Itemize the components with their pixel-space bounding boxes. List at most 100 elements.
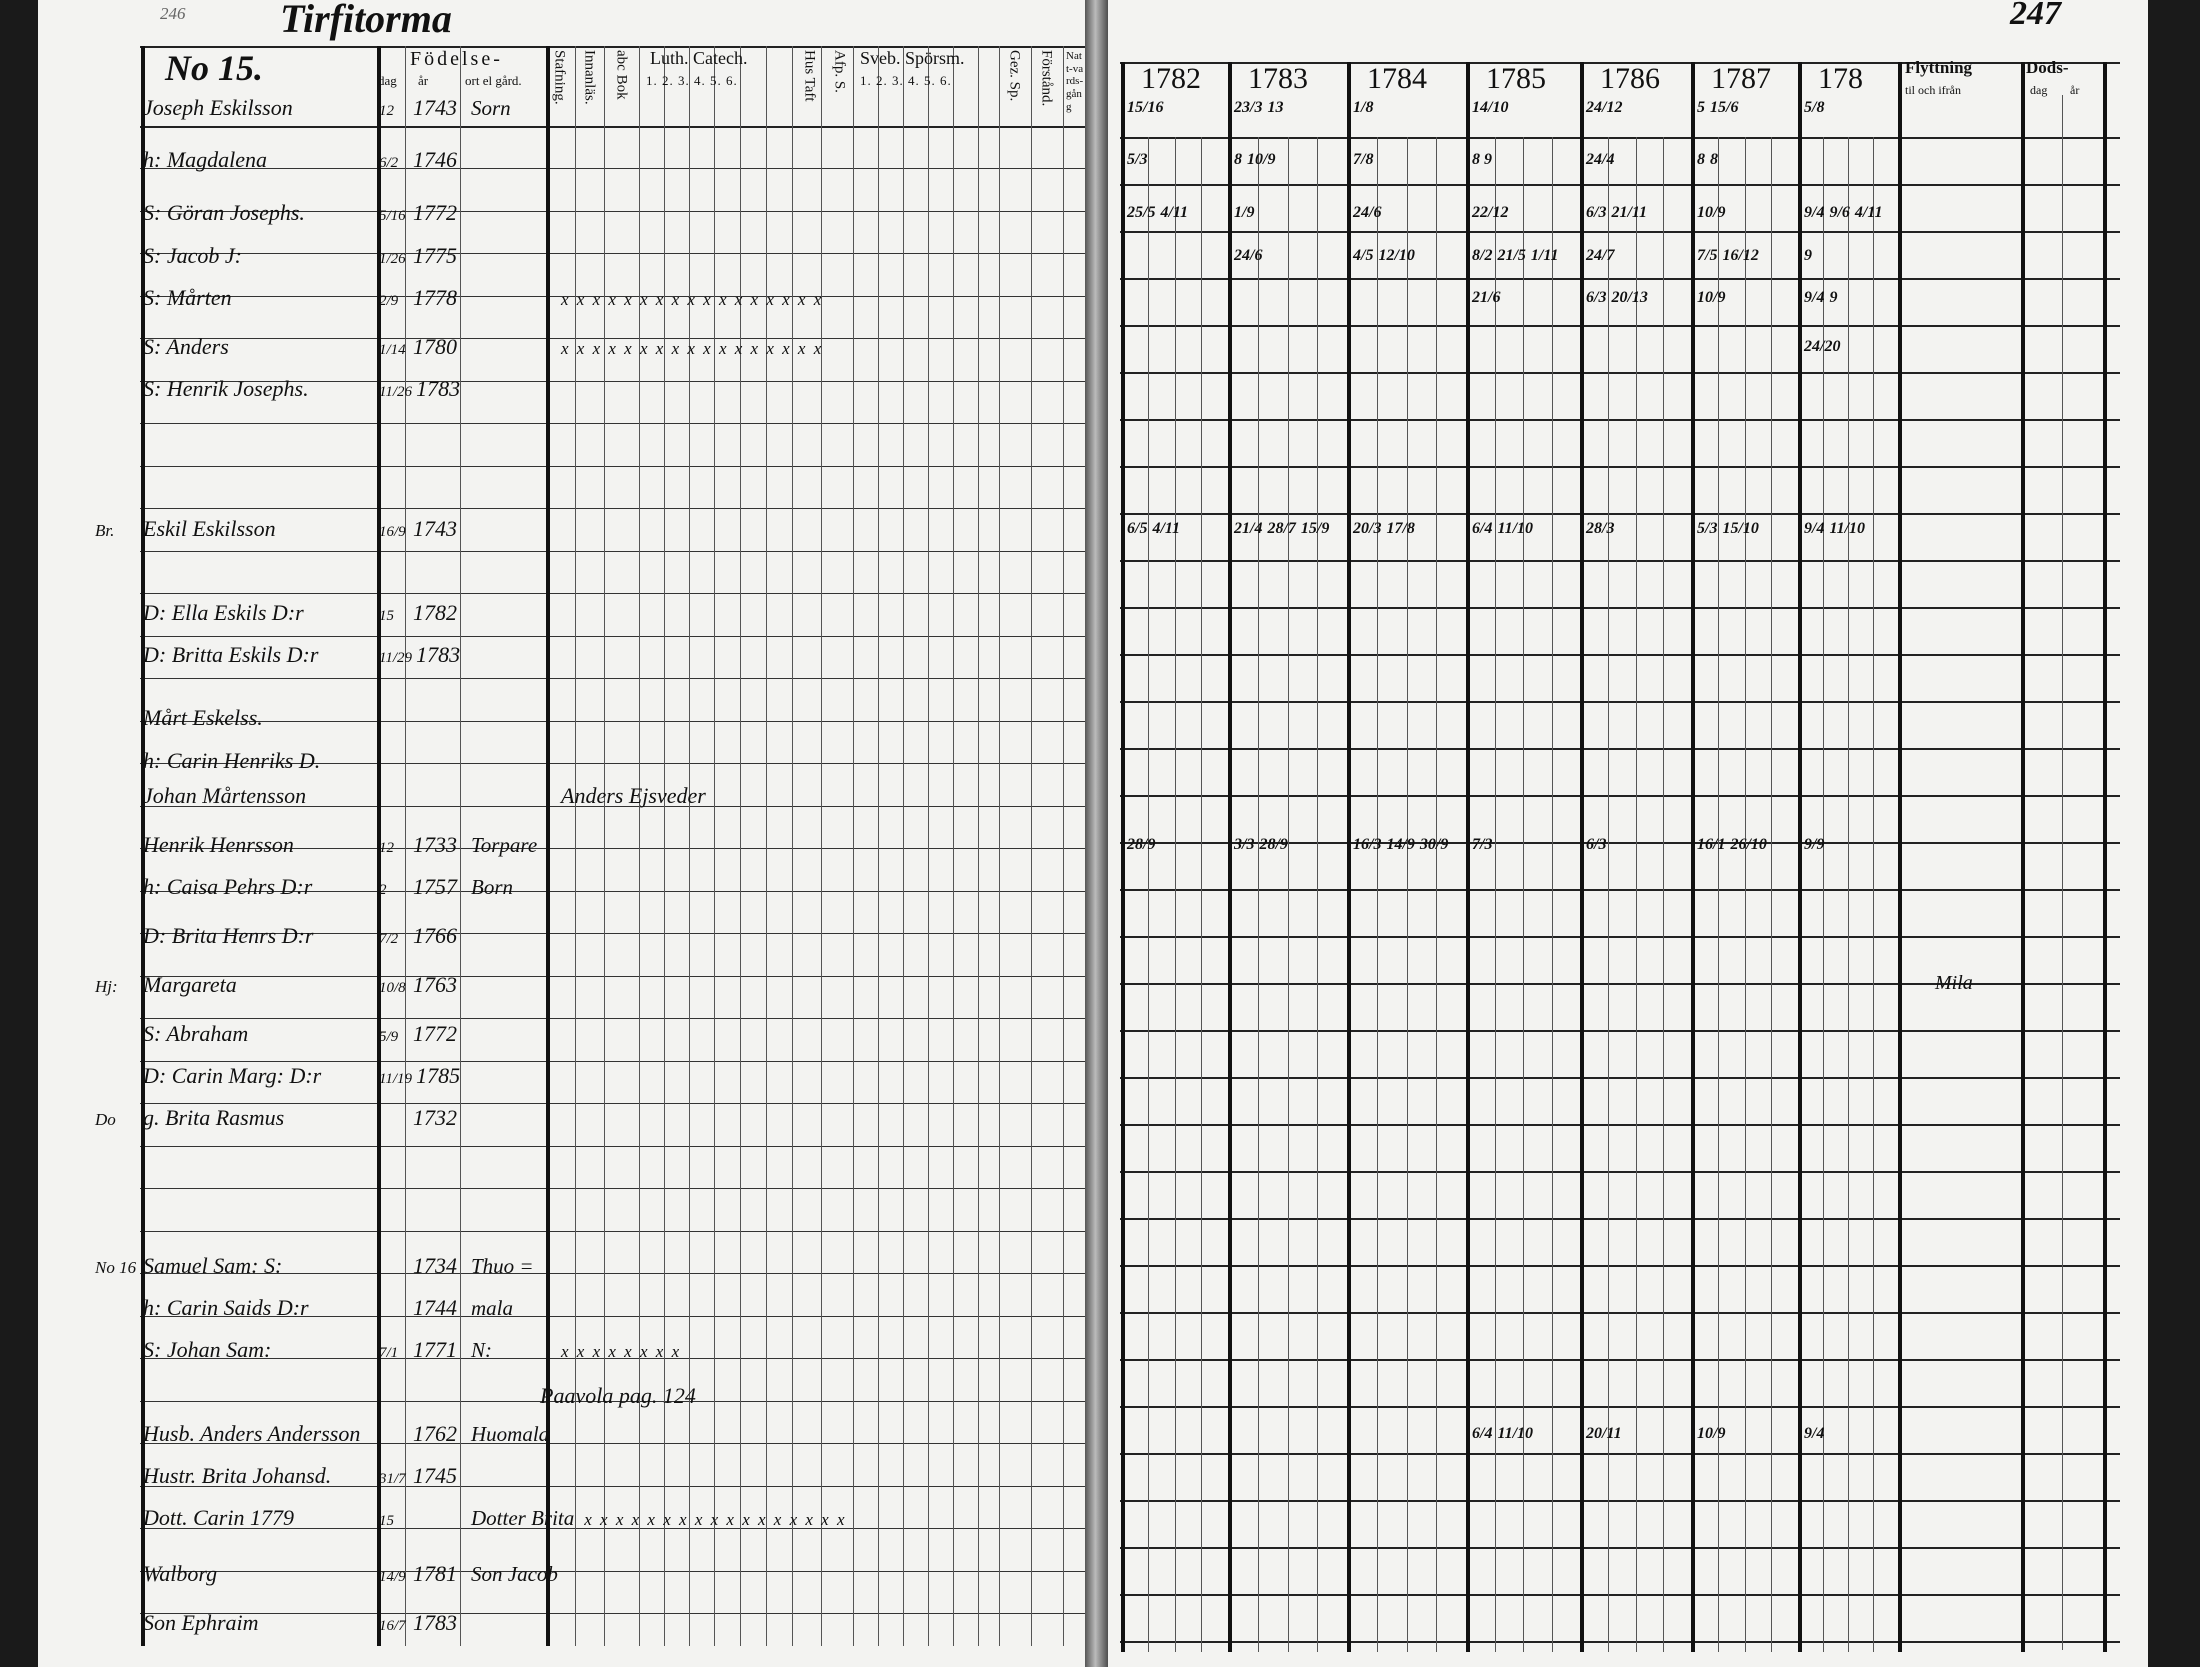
ruled-line bbox=[140, 338, 1085, 339]
exam-cell: 20/11 bbox=[1586, 1425, 1622, 1443]
birth-year: 1785 bbox=[416, 1063, 461, 1088]
sub-column-line bbox=[1717, 137, 1719, 1652]
birth-year: 1775 bbox=[413, 243, 457, 268]
table-row: h: Caisa Pehrs D:r 2 1757 Born bbox=[95, 874, 551, 899]
ruled-line bbox=[140, 1570, 1085, 1572]
ruled-line bbox=[1120, 1124, 2120, 1126]
exam-cell: 14/10 bbox=[1472, 99, 1508, 117]
exam-cell: 15/16 bbox=[1127, 99, 1163, 117]
exam-cell: 5 15/6 bbox=[1697, 99, 1738, 117]
ruled-line bbox=[1120, 889, 2120, 891]
header-bottom-line bbox=[1120, 137, 2120, 139]
ruled-line bbox=[1120, 325, 2120, 327]
year-column-line bbox=[1580, 62, 1584, 1652]
birth-place: Son Jacob bbox=[471, 1562, 558, 1586]
header-moving-sub: til och ifrån bbox=[1905, 83, 1961, 97]
header-top-line bbox=[140, 46, 1085, 48]
exam-entry: 8/2 bbox=[1472, 247, 1493, 264]
person-name: Husb. Anders Andersson bbox=[143, 1421, 361, 1446]
exam-entry: 9/4 bbox=[1804, 204, 1825, 221]
ruled-line bbox=[1120, 654, 2120, 656]
household-number: No 15. bbox=[165, 48, 263, 88]
birth-day: 12 bbox=[379, 103, 394, 119]
exam-cell: 6/4 11/10 bbox=[1472, 1425, 1533, 1443]
header-top-line bbox=[1120, 62, 2120, 64]
exam-entry: 20/11 bbox=[1586, 1425, 1622, 1442]
person-name: S: Jacob J: bbox=[143, 243, 242, 268]
left-page bbox=[38, 0, 1088, 1667]
birth-day: 15 bbox=[379, 608, 394, 624]
exam-cell: 6/5 4/11 bbox=[1127, 520, 1180, 538]
ruled-line bbox=[140, 720, 1085, 722]
exam-entry: 7/5 bbox=[1697, 247, 1718, 264]
exam-entry: 7/8 bbox=[1353, 151, 1374, 168]
exam-entry: 9 bbox=[1804, 247, 1812, 264]
column-line bbox=[853, 46, 854, 1646]
birth-day: 10/8 bbox=[379, 980, 406, 996]
ruled-line bbox=[1120, 842, 2120, 844]
exam-entry: 11/10 bbox=[1829, 520, 1866, 537]
exam-cell: 8 10/9 bbox=[1234, 151, 1275, 169]
ruled-line bbox=[140, 848, 1085, 849]
exam-entry: 28/9 bbox=[1127, 836, 1156, 853]
person-name: Hustr. Brita Johansd. bbox=[143, 1463, 332, 1488]
ruled-line bbox=[1120, 936, 2120, 938]
exam-cell: 8 9 bbox=[1472, 151, 1492, 169]
birth-year: 1783 bbox=[416, 376, 461, 401]
exam-cell: 24/6 bbox=[1353, 204, 1381, 222]
person-name: Son Ephraim bbox=[143, 1610, 259, 1635]
exam-cell: 10/9 bbox=[1697, 204, 1725, 222]
exam-cell: 24/7 bbox=[1586, 247, 1614, 265]
ruled-line bbox=[140, 210, 1085, 212]
sub-column-line bbox=[1174, 137, 1176, 1652]
birth-year: 1763 bbox=[413, 972, 457, 997]
exam-cell: 6/4 11/10 bbox=[1472, 520, 1533, 538]
sub-column-line bbox=[1744, 137, 1746, 1652]
person-name: h: Carin Henriks D. bbox=[143, 748, 321, 773]
exam-entry: 24/6 bbox=[1353, 204, 1382, 221]
exam-cell: 9/4 9 bbox=[1804, 289, 1837, 307]
exam-entry: 1/8 bbox=[1353, 99, 1374, 116]
sub-column-line bbox=[1436, 137, 1438, 1652]
ruled-line bbox=[140, 423, 1085, 424]
ruled-line bbox=[140, 1528, 1085, 1529]
ruled-line bbox=[1120, 1312, 2120, 1314]
exam-entry: 9/9 bbox=[1804, 836, 1825, 853]
ruled-line bbox=[140, 805, 1085, 807]
exam-cell: 10/9 bbox=[1697, 1425, 1725, 1443]
table-row: S: Henrik Josephs. 11/26 1783 bbox=[95, 376, 554, 401]
sub-column-line bbox=[1376, 137, 1378, 1652]
year-header: 1785 bbox=[1486, 62, 1546, 95]
header-moving: Flyttning bbox=[1905, 58, 1973, 77]
ruled-line bbox=[1120, 1265, 2120, 1267]
exam-cell: 24/4 bbox=[1586, 151, 1614, 169]
ruled-line bbox=[140, 168, 1085, 169]
birth-day: 16/9 bbox=[379, 524, 406, 540]
exam-cell: 9 bbox=[1804, 247, 1812, 265]
birth-year: 1772 bbox=[413, 200, 457, 225]
ruled-line bbox=[140, 1230, 1085, 1232]
birth-day: 6/2 bbox=[379, 155, 399, 171]
exam-cell: 7/8 bbox=[1353, 151, 1373, 169]
table-row: Henrik Henrsson 12 1733 Torpare bbox=[95, 832, 551, 857]
year-column-line bbox=[1466, 62, 1470, 1652]
ruled-line bbox=[140, 253, 1085, 254]
exam-entry: 9/4 bbox=[1804, 1425, 1825, 1442]
column-line bbox=[928, 46, 929, 1646]
exam-entry: 8 9 bbox=[1472, 151, 1492, 168]
exam-cell: 7/5 16/12 bbox=[1697, 247, 1759, 265]
header-luth-parts: 1. 2. 3. 4. 5. 6. bbox=[646, 73, 738, 88]
exam-entry: 8 bbox=[1234, 151, 1242, 168]
ruled-line bbox=[1120, 1641, 2120, 1643]
birth-year: 1734 bbox=[413, 1253, 457, 1278]
year-header: 1784 bbox=[1367, 62, 1427, 95]
exam-cell: 7/3 bbox=[1472, 836, 1492, 854]
exam-entry: 3/3 bbox=[1234, 836, 1255, 853]
person-name: D: Ella Eskils D:r bbox=[143, 600, 304, 625]
exam-entry: 28/7 bbox=[1267, 520, 1296, 537]
ruled-line bbox=[140, 380, 1085, 382]
sub-column-line bbox=[1523, 137, 1524, 1652]
exam-entry: 14/9 bbox=[1386, 836, 1415, 853]
exam-cell: 28/9 bbox=[1127, 836, 1155, 854]
